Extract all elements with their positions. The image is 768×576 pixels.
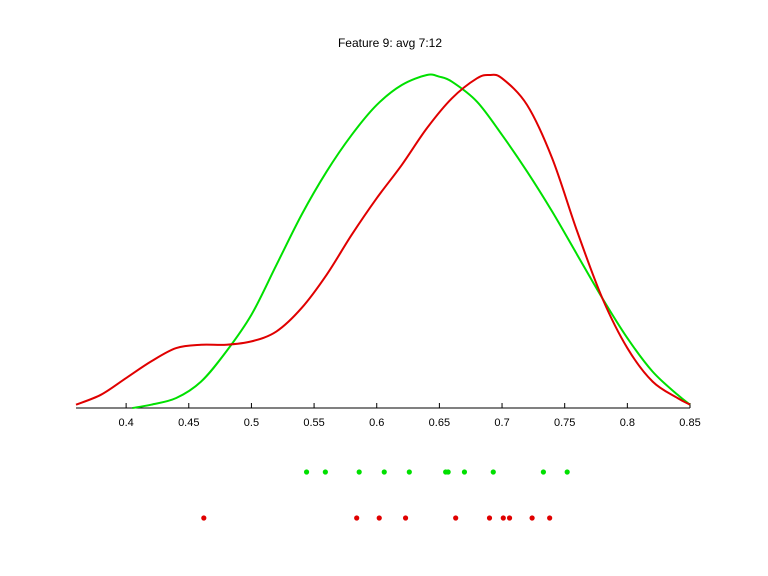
red-sample-point (453, 515, 459, 521)
red-sample-point (547, 515, 553, 521)
sample-points (201, 469, 570, 521)
red-sample-point (402, 515, 409, 521)
red-sample-point (201, 515, 207, 521)
green-sample-point (540, 469, 546, 475)
x-tick-label: 0.6 (369, 417, 384, 429)
green-sample-point (303, 469, 310, 475)
red-sample-point (354, 515, 360, 521)
x-tick-label: 0.45 (178, 417, 199, 429)
red-sample-point (506, 515, 513, 521)
green-sample-point (564, 469, 570, 475)
red-density-curve (75, 73, 691, 406)
green-sample-point (381, 469, 387, 475)
red-sample-point (486, 515, 493, 521)
x-tick-label: 0.85 (679, 417, 700, 429)
x-tick-label: 0.7 (494, 417, 509, 429)
x-tick-label: 0.8 (620, 417, 635, 429)
chart-title: Feature 9: avg 7:12 (338, 36, 442, 50)
red-sample-point (376, 515, 382, 521)
x-tick-label: 0.75 (554, 417, 575, 429)
x-tick-label: 0.55 (303, 417, 324, 429)
density-curves (75, 73, 691, 409)
green-sample-point (445, 469, 451, 475)
green-sample-point (322, 469, 328, 475)
green-density-curve (132, 73, 691, 409)
green-sample-point (490, 469, 496, 475)
red-sample-point (529, 515, 535, 521)
green-sample-point (406, 469, 412, 475)
x-tick-label: 0.4 (118, 417, 133, 429)
x-tick-label: 0.5 (244, 417, 259, 429)
red-sample-point (500, 515, 506, 521)
green-sample-point (356, 469, 362, 475)
x-axis-ticks: 0.4 0.45 0.5 0.55 0.6 0.65 0.7 0.75 0.8 0.85 (118, 403, 701, 429)
green-sample-point (461, 469, 468, 475)
x-tick-label: 0.65 (429, 417, 450, 429)
